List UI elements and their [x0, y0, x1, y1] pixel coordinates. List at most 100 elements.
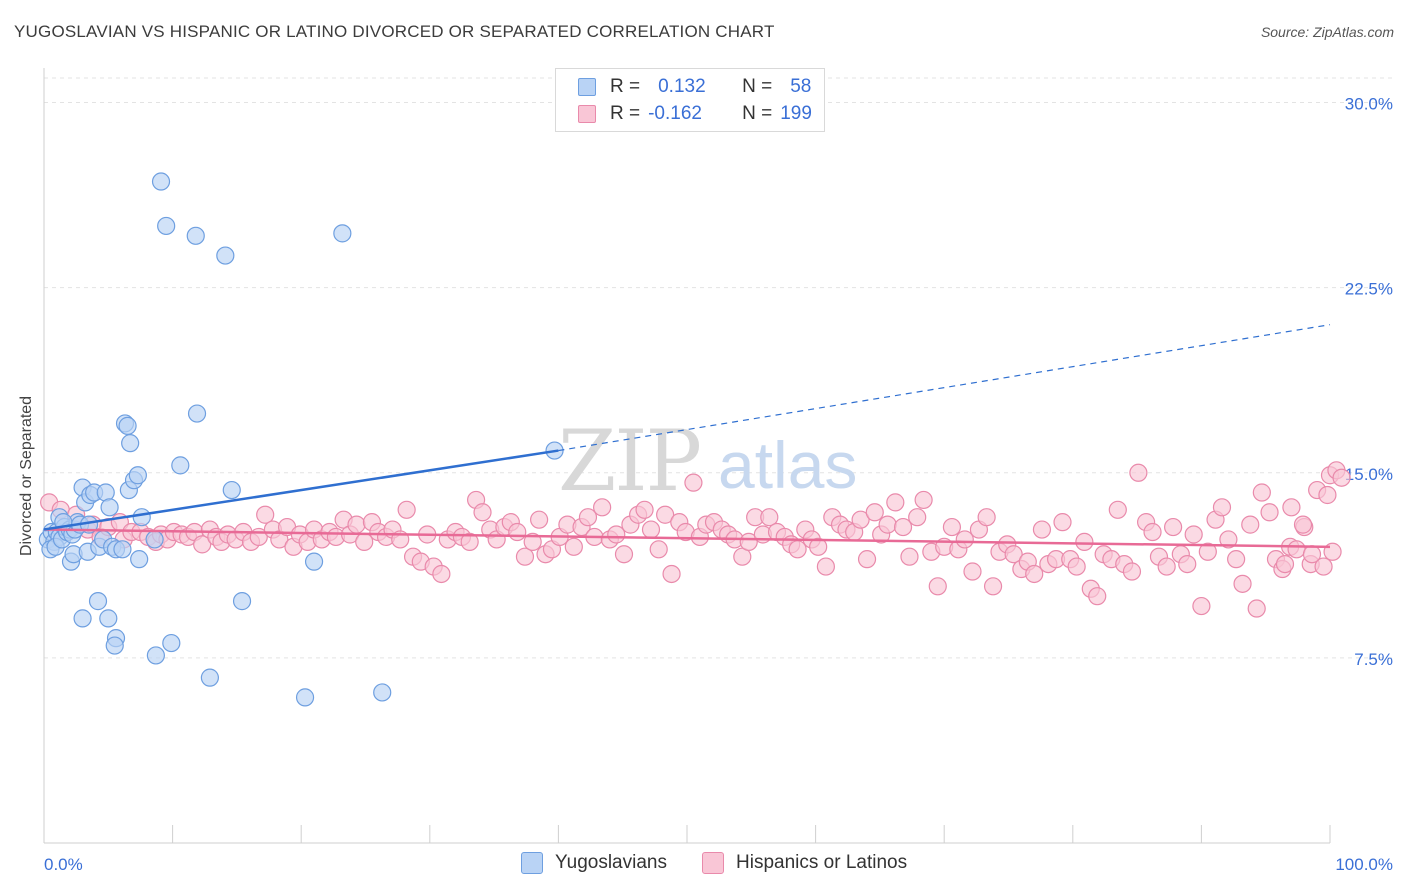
- legend-r-value: 0.132: [658, 76, 706, 97]
- series-legend-hispanics: Hispanics or Latinos: [702, 852, 907, 874]
- series-swatch-pink: [702, 852, 724, 874]
- hispanic-point: [1178, 554, 1197, 574]
- legend-n-label: N =: [742, 103, 773, 124]
- legend-swatch-pink: [578, 105, 596, 123]
- hispanic-point: [460, 532, 479, 551]
- series-legend-label: Hispanics or Latinos: [736, 852, 908, 873]
- yugoslavian-point: [216, 246, 235, 265]
- hispanic-point: [1293, 515, 1313, 534]
- yugoslavian-point: [96, 483, 115, 502]
- legend-swatch-blue: [578, 78, 596, 96]
- series-legend-label: Yugoslavians: [555, 852, 667, 873]
- yugoslavian-point: [146, 646, 165, 665]
- hispanic-point: [1247, 599, 1266, 618]
- hispanic-point: [530, 510, 549, 529]
- legend-n-label: N =: [742, 76, 773, 97]
- y-tick-label: 22.5%: [1345, 280, 1393, 299]
- yugoslavian-point: [105, 636, 124, 655]
- correlation-legend: R = 0.132 N = 58 R = -0.162 N = 199: [555, 68, 825, 132]
- y-tick-label: 15.0%: [1345, 465, 1393, 484]
- hispanic-point: [684, 473, 703, 492]
- legend-r-value: -0.162: [648, 103, 702, 124]
- y-tick-label: 7.5%: [1354, 650, 1393, 669]
- hispanic-point: [908, 508, 927, 527]
- hispanic-point: [1157, 557, 1176, 576]
- hispanic-point: [515, 547, 535, 566]
- source-note: Source: ZipAtlas.com: [1260, 24, 1394, 40]
- hispanic-point: [893, 517, 913, 537]
- legend-row-yugoslavians: R = 0.132 N = 58: [578, 74, 811, 100]
- x-tick-label: 0.0%: [44, 855, 83, 874]
- yugoslavian-trendline: [43, 449, 559, 531]
- yugoslavian-point: [373, 683, 392, 702]
- hispanic-point: [886, 493, 905, 512]
- hispanic-point: [508, 522, 527, 542]
- legend-row-hispanics: R = -0.162 N = 199: [578, 101, 812, 127]
- hispanic-point: [641, 520, 661, 539]
- hispanic-point: [397, 500, 416, 519]
- series-legend-yugoslavians: Yugoslavians: [521, 852, 667, 874]
- hispanic-point: [635, 500, 654, 519]
- yugoslavian-point: [232, 592, 252, 611]
- hispanic-point: [1053, 513, 1072, 532]
- chart-title: YUGOSLAVIAN VS HISPANIC OR LATINO DIVORC…: [14, 22, 775, 41]
- series-swatch-blue: [521, 852, 543, 874]
- hispanic-point: [1032, 520, 1052, 539]
- hispanic-point: [851, 510, 870, 529]
- hispanic-point: [983, 577, 1003, 596]
- yugoslavian-point: [113, 540, 132, 559]
- hispanic-point: [865, 503, 884, 522]
- hispanic-point: [1241, 515, 1260, 534]
- hispanic-point: [900, 547, 919, 566]
- hispanic-point: [607, 525, 626, 544]
- hispanic-point: [977, 508, 996, 527]
- yugoslavian-point: [128, 466, 147, 485]
- hispanic-point: [256, 505, 275, 524]
- y-tick-label: 30.0%: [1345, 95, 1393, 114]
- hispanic-point: [523, 532, 542, 551]
- hispanic-point: [857, 550, 877, 569]
- hispanic-point: [593, 498, 612, 517]
- hispanic-point: [914, 490, 933, 510]
- legend-r-label: R =: [610, 76, 641, 97]
- yugoslavian-point: [295, 688, 315, 707]
- hispanic-point: [564, 537, 583, 556]
- hispanic-point: [1275, 554, 1295, 574]
- yugoslavian-point: [157, 216, 176, 236]
- hispanic-point: [1192, 596, 1211, 616]
- hispanic-point: [1108, 500, 1127, 519]
- yugoslavian-point: [99, 609, 118, 628]
- hispanic-point: [1184, 525, 1203, 544]
- yugoslavian-point: [88, 592, 108, 611]
- hispanic-point: [1088, 587, 1107, 606]
- hispanic-point: [1075, 532, 1094, 551]
- hispanic-point: [1025, 564, 1044, 584]
- hispanic-point: [1227, 550, 1246, 569]
- yugoslavian-point: [100, 498, 119, 517]
- yugoslavian-point: [304, 552, 324, 571]
- hispanic-point: [963, 562, 982, 581]
- hispanic-point: [614, 545, 634, 564]
- hispanic-point: [347, 515, 366, 534]
- legend-n-value: 58: [790, 76, 812, 97]
- legend-r-label: R =: [610, 103, 641, 124]
- hispanic-point: [1314, 557, 1333, 576]
- hispanic-point: [1332, 468, 1351, 487]
- hispanic-point: [1004, 545, 1023, 564]
- hispanic-point: [809, 537, 828, 556]
- hispanic-point: [578, 508, 598, 527]
- x-tick-label: 100.0%: [1335, 855, 1393, 874]
- hispanic-point: [739, 532, 758, 551]
- hispanic-point: [1164, 517, 1183, 537]
- hispanic-point: [656, 505, 675, 524]
- yugoslavian-point: [151, 172, 171, 191]
- hispanic-point: [928, 577, 947, 596]
- hispanic-point: [878, 515, 897, 534]
- hispanic-point: [1143, 522, 1162, 542]
- yugoslavian-point: [162, 633, 181, 653]
- hispanic-point: [662, 564, 681, 584]
- hispanic-point: [473, 503, 492, 522]
- hispanic-point: [1122, 562, 1142, 581]
- yugoslavian-point: [333, 224, 352, 243]
